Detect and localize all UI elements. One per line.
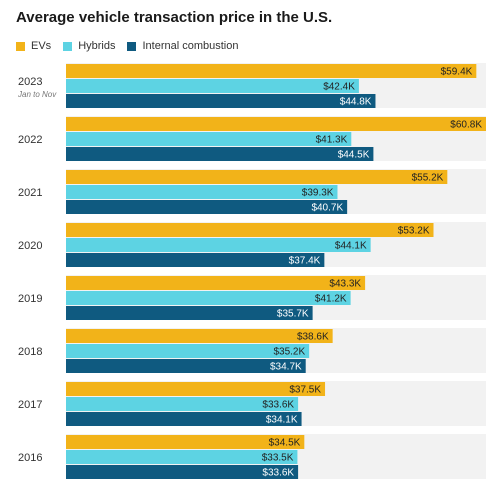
bar-internal-combustion-2018 bbox=[66, 359, 306, 373]
legend-label-evs: EVs bbox=[31, 40, 52, 52]
bar-evs-2017 bbox=[66, 382, 326, 396]
bar-evs-2023 bbox=[66, 64, 477, 78]
bar-internal-combustion-2017 bbox=[66, 412, 302, 426]
bar-internal-combustion-2022 bbox=[66, 147, 374, 161]
value-label-hybrids-2021: $39.3K bbox=[302, 188, 334, 199]
value-label-hybrids-2016: $33.5K bbox=[262, 453, 294, 464]
value-label-evs-2023: $59.4K bbox=[441, 67, 473, 78]
bar-internal-combustion-2020 bbox=[66, 253, 325, 267]
value-label-internal-combustion-2023: $44.8K bbox=[340, 97, 372, 108]
legend-swatch-hybrids bbox=[63, 41, 73, 51]
category-label-2018: 2018 bbox=[18, 346, 42, 358]
legend-swatch-evs bbox=[16, 41, 25, 51]
bar-evs-2019 bbox=[66, 276, 366, 290]
legend: EVs Hybrids Internal combustion bbox=[16, 40, 250, 52]
value-label-hybrids-2019: $41.2K bbox=[315, 294, 347, 305]
bar-internal-combustion-2021 bbox=[66, 200, 348, 214]
legend-item-hybrids: Hybrids bbox=[63, 40, 115, 52]
bar-evs-2021 bbox=[66, 170, 448, 184]
value-label-hybrids-2022: $41.3K bbox=[316, 135, 348, 146]
legend-label-internal-combustion: Internal combustion bbox=[142, 40, 239, 52]
value-label-hybrids-2020: $44.1K bbox=[335, 241, 367, 252]
bar-internal-combustion-2019 bbox=[66, 306, 313, 320]
bar-evs-2018 bbox=[66, 329, 333, 343]
bar-hybrids-2018 bbox=[66, 344, 310, 358]
bar-hybrids-2019 bbox=[66, 291, 351, 305]
chart-title: Average vehicle transaction price in the… bbox=[16, 9, 333, 26]
value-label-hybrids-2017: $33.6K bbox=[262, 400, 294, 411]
category-label-2016: 2016 bbox=[18, 452, 42, 464]
value-label-evs-2016: $34.5K bbox=[269, 438, 301, 449]
bar-hybrids-2023 bbox=[66, 79, 359, 93]
value-label-internal-combustion-2020: $37.4K bbox=[289, 256, 321, 267]
category-label-2017: 2017 bbox=[18, 399, 42, 411]
category-label-2021: 2021 bbox=[18, 187, 42, 199]
bar-hybrids-2017 bbox=[66, 397, 299, 411]
legend-item-internal-combustion: Internal combustion bbox=[127, 40, 238, 52]
value-label-internal-combustion-2016: $33.6K bbox=[262, 468, 294, 479]
legend-item-evs: EVs bbox=[16, 40, 51, 52]
value-label-hybrids-2023: $42.4K bbox=[323, 82, 355, 93]
bar-internal-combustion-2016 bbox=[66, 465, 299, 479]
value-label-evs-2022: $60.8K bbox=[450, 120, 482, 131]
value-label-internal-combustion-2017: $34.1K bbox=[266, 415, 298, 426]
value-label-evs-2019: $43.3K bbox=[329, 279, 361, 290]
bar-evs-2022 bbox=[66, 117, 486, 131]
value-label-evs-2018: $38.6K bbox=[297, 332, 329, 343]
value-label-internal-combustion-2022: $44.5K bbox=[338, 150, 370, 161]
value-label-evs-2021: $55.2K bbox=[412, 173, 444, 184]
legend-swatch-internal-combustion bbox=[127, 41, 137, 51]
bar-evs-2020 bbox=[66, 223, 434, 237]
value-label-internal-combustion-2019: $35.7K bbox=[277, 309, 309, 320]
bar-hybrids-2016 bbox=[66, 450, 298, 464]
bar-evs-2016 bbox=[66, 435, 305, 449]
value-label-internal-combustion-2021: $40.7K bbox=[311, 203, 343, 214]
bar-internal-combustion-2023 bbox=[66, 94, 376, 108]
value-label-evs-2017: $37.5K bbox=[289, 385, 321, 396]
value-label-hybrids-2018: $35.2K bbox=[273, 347, 305, 358]
bar-hybrids-2021 bbox=[66, 185, 338, 199]
category-label-2020: 2020 bbox=[18, 240, 42, 252]
value-label-internal-combustion-2018: $34.7K bbox=[270, 362, 302, 373]
category-sublabel-2023: Jan to Nov bbox=[17, 90, 57, 99]
category-label-2019: 2019 bbox=[18, 293, 42, 305]
bar-hybrids-2020 bbox=[66, 238, 371, 252]
category-label-2022: 2022 bbox=[18, 134, 42, 146]
bar-hybrids-2022 bbox=[66, 132, 352, 146]
category-label-2023: 2023 bbox=[18, 76, 42, 88]
legend-label-hybrids: Hybrids bbox=[78, 40, 116, 52]
value-label-evs-2020: $53.2K bbox=[398, 226, 430, 237]
